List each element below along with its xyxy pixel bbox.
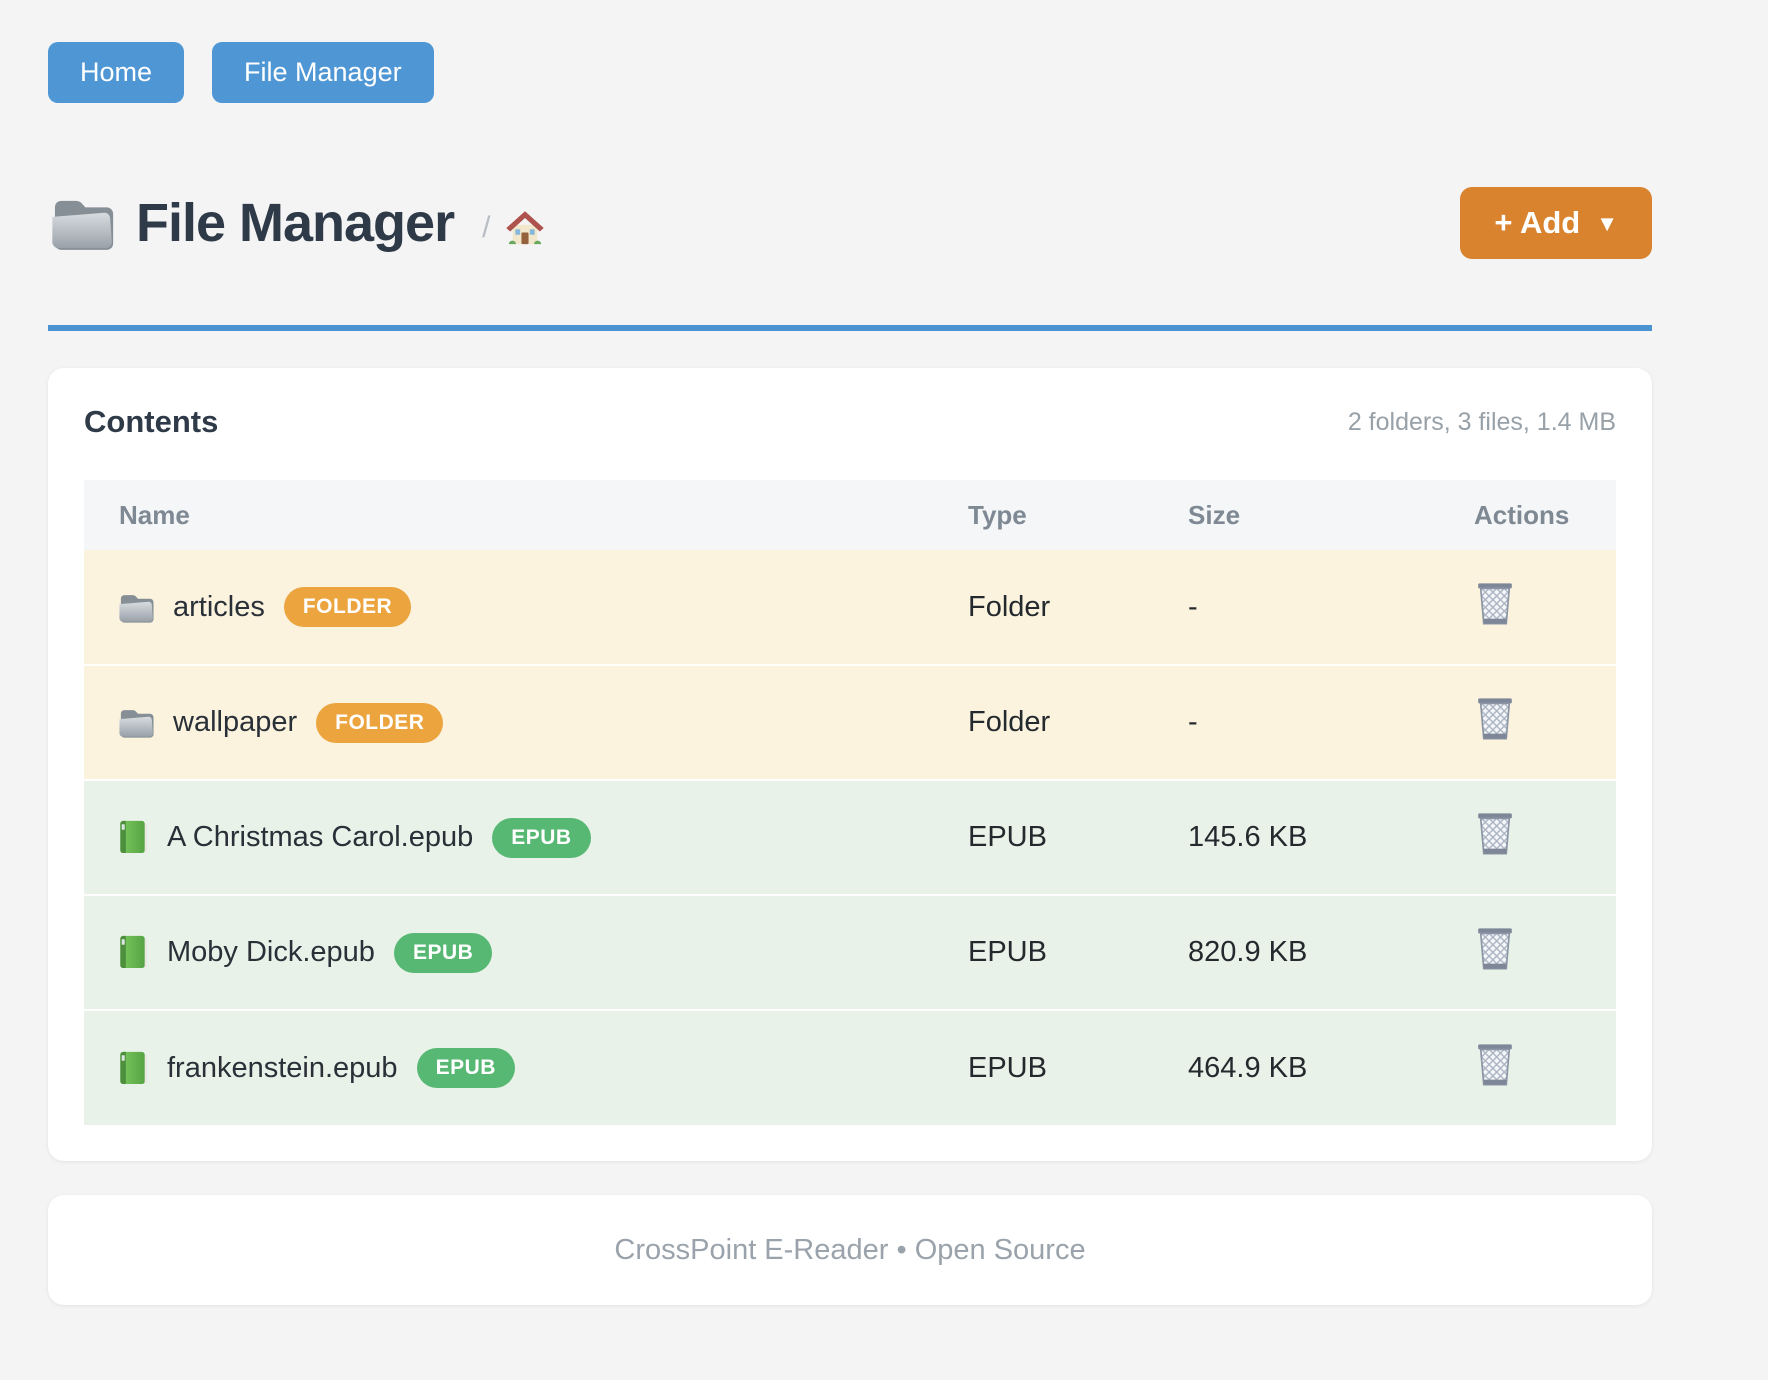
table-row[interactable]: A Christmas Carol.epub EPUB EPUB 145.6 K… [84, 780, 1616, 895]
title-wrap: File Manager / [48, 192, 546, 254]
nav-home-button[interactable]: Home [48, 42, 185, 103]
table-row[interactable]: Moby Dick.epub EPUB EPUB 820.9 KB [84, 895, 1616, 1010]
delete-button[interactable] [1474, 1041, 1516, 1088]
trash-icon [1474, 810, 1516, 857]
file-size: 145.6 KB [1188, 821, 1308, 853]
add-button-label: + Add [1494, 205, 1581, 240]
page: Home File Manager File Manager / [48, 0, 1652, 1305]
contents-card: Contents 2 folders, 3 files, 1.4 MB Name… [48, 368, 1652, 1161]
table-row[interactable]: frankenstein.epub EPUB EPUB 464.9 KB [84, 1010, 1616, 1125]
file-type: EPUB [968, 936, 1047, 968]
breadcrumb-separator: / [482, 211, 491, 244]
delete-button[interactable] [1474, 580, 1516, 627]
breadcrumb: / [482, 198, 546, 248]
trash-icon [1474, 695, 1516, 742]
book-icon [117, 1050, 148, 1087]
add-button[interactable]: + Add ▼ [1460, 187, 1652, 259]
file-type-badge: EPUB [393, 932, 493, 973]
column-header-name: Name [84, 480, 968, 550]
file-type: EPUB [968, 821, 1047, 853]
contents-card-header: Contents 2 folders, 3 files, 1.4 MB [84, 404, 1616, 440]
table-header-row: Name Type Size Actions [84, 480, 1616, 550]
delete-button[interactable] [1474, 925, 1516, 972]
book-icon [117, 934, 148, 971]
file-size: 464.9 KB [1188, 1051, 1308, 1084]
trash-icon [1474, 925, 1516, 972]
footer-text: CrossPoint E-Reader • Open Source [614, 1233, 1086, 1266]
home-icon[interactable] [504, 208, 546, 248]
breadcrumb-nav: Home File Manager [48, 42, 1652, 103]
contents-heading: Contents [84, 404, 219, 439]
file-size: - [1188, 706, 1198, 738]
column-header-type: Type [968, 480, 1188, 550]
book-icon [117, 819, 148, 856]
delete-button[interactable] [1474, 695, 1516, 742]
file-name-link[interactable]: wallpaper [173, 706, 298, 738]
file-type: Folder [968, 590, 1051, 623]
file-name-link[interactable]: frankenstein.epub [167, 1051, 398, 1084]
file-name-link[interactable]: articles [173, 590, 265, 623]
trash-icon [1474, 1041, 1516, 1088]
file-type: EPUB [968, 1051, 1047, 1084]
file-size: 820.9 KB [1188, 936, 1308, 968]
file-table: Name Type Size Actions [84, 480, 1616, 1125]
footer: CrossPoint E-Reader • Open Source [48, 1195, 1652, 1305]
trash-icon [1474, 580, 1516, 627]
table-row[interactable]: wallpaper FOLDER Folder - [84, 665, 1616, 780]
folder-icon [48, 194, 114, 252]
file-name-link[interactable]: Moby Dick.epub [167, 936, 375, 968]
folder-icon [117, 706, 154, 739]
delete-button[interactable] [1474, 810, 1516, 857]
nav-file-manager-button[interactable]: File Manager [212, 42, 434, 103]
page-title: File Manager [136, 193, 455, 253]
column-header-size: Size [1188, 480, 1426, 550]
file-type-badge: EPUB [492, 817, 591, 858]
header-divider [48, 325, 1652, 331]
column-header-actions: Actions [1426, 480, 1616, 550]
file-type-badge: FOLDER [283, 587, 412, 627]
page-header: File Manager / + Add ▼ [48, 187, 1652, 259]
file-type-badge: FOLDER [316, 702, 444, 743]
file-type-badge: EPUB [416, 1048, 515, 1088]
folder-icon [117, 591, 154, 624]
file-type: Folder [968, 706, 1051, 738]
table-row[interactable]: articles FOLDER Folder - [84, 550, 1616, 665]
contents-summary: 2 folders, 3 files, 1.4 MB [1347, 407, 1616, 436]
file-size: - [1188, 590, 1198, 623]
file-name-link[interactable]: A Christmas Carol.epub [167, 821, 474, 853]
caret-down-icon: ▼ [1596, 211, 1618, 236]
